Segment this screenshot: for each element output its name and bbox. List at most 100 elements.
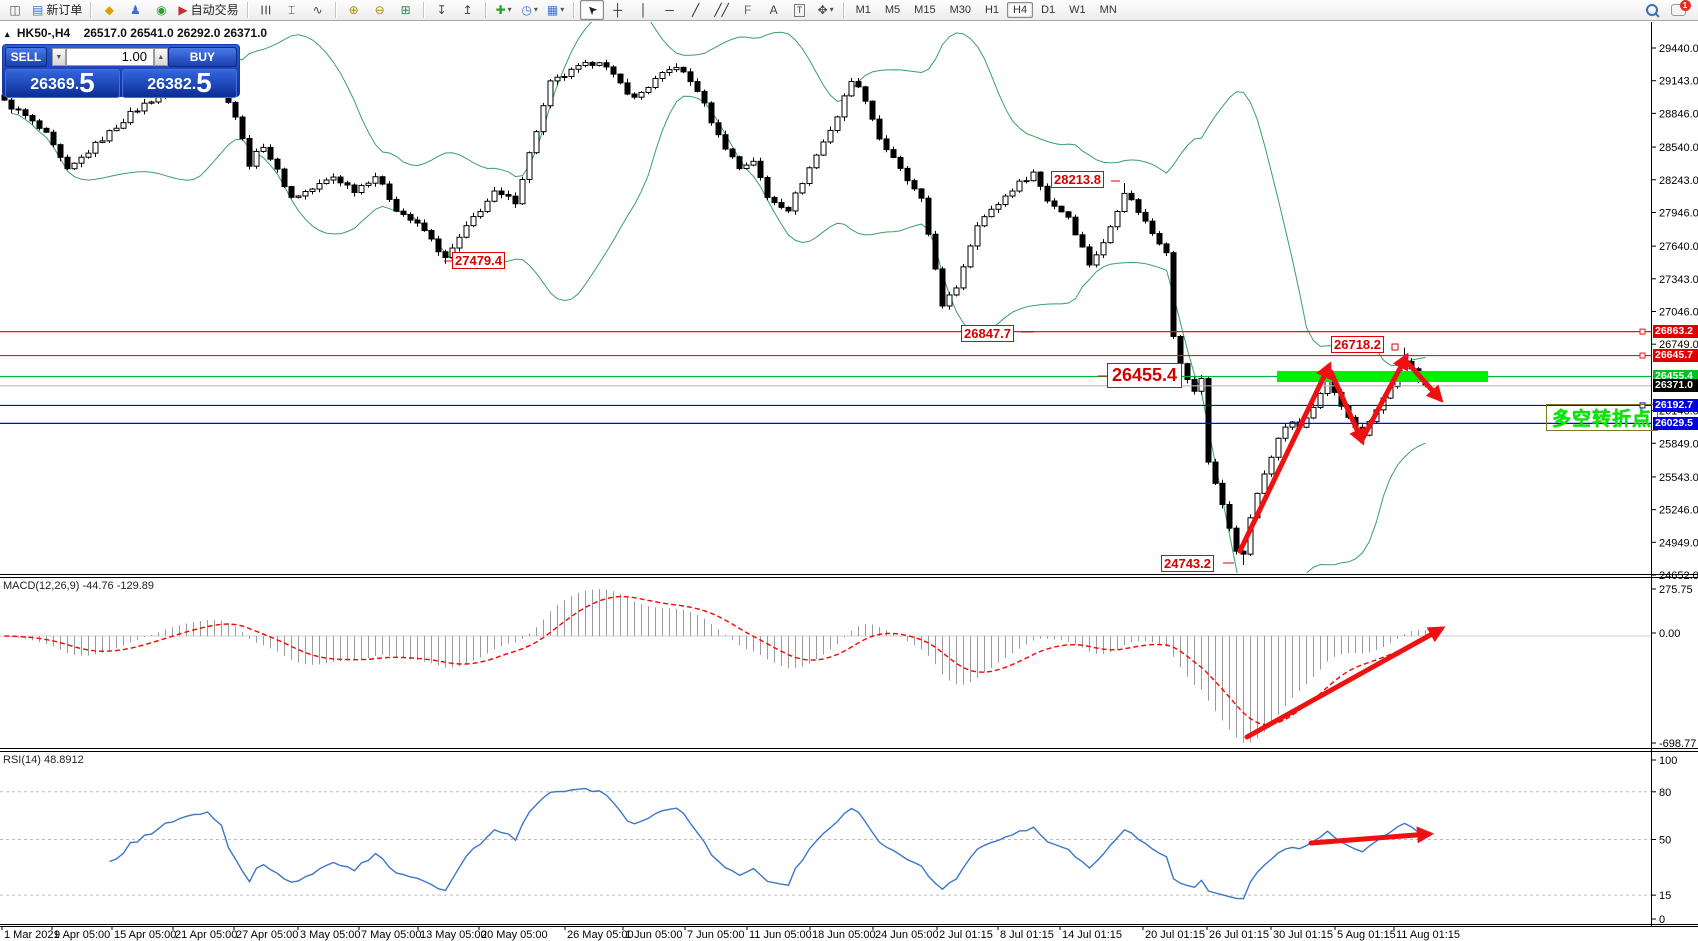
time-axis-label: 21 Apr 05:00 xyxy=(175,929,237,941)
price-callout-label[interactable]: 24743.2 xyxy=(1161,555,1214,572)
time-axis-label: 26 May 05:00 xyxy=(567,929,634,941)
line-chart-icon[interactable]: ∿ xyxy=(306,0,330,20)
bollinger-bands xyxy=(11,22,1426,573)
time-axis-label: 15 Apr 05:00 xyxy=(114,929,176,941)
text-icon[interactable]: A xyxy=(762,0,786,20)
channel-icon[interactable]: ╱╱ xyxy=(710,0,734,20)
chart-title: ▴ HK50-,H4 26517.0 26541.0 26292.0 26371… xyxy=(5,26,267,40)
sell-price-panel[interactable]: 26369. 5 xyxy=(5,69,120,98)
tf-button-H4[interactable]: H4 xyxy=(1007,2,1034,18)
rsi-label: RSI(14) 48.8912 xyxy=(3,754,84,766)
svg-text:24652.0: 24652.0 xyxy=(1659,570,1698,582)
tf-button-M30[interactable]: M30 xyxy=(949,4,971,16)
svg-text:27946.0: 27946.0 xyxy=(1659,207,1698,219)
sell-price: 26369. xyxy=(30,76,80,93)
crosshair-icon: ┼ xyxy=(613,3,622,17)
add-indicator-icon[interactable]: ✚ ▾ xyxy=(492,0,516,20)
svg-text:25849.0: 25849.0 xyxy=(1659,438,1698,450)
collapse-icon[interactable]: ▴ xyxy=(5,29,10,39)
svg-text:15: 15 xyxy=(1659,890,1671,902)
tf-button-M5[interactable]: M5 xyxy=(884,4,901,16)
crosshair-icon[interactable]: ┼ xyxy=(606,0,630,20)
zoom-in-icon[interactable]: ⊕ xyxy=(342,0,366,20)
buy-button[interactable]: BUY xyxy=(167,47,237,67)
autotrading-icon[interactable]: ▶ 自动交易 xyxy=(175,0,241,20)
trendline-icon[interactable]: ╱ xyxy=(684,0,708,20)
period-icon[interactable]: ◷ ▾ xyxy=(518,0,542,20)
indicator-window-icon[interactable]: ↧ xyxy=(430,0,454,20)
chevron-down-icon[interactable]: ▾ xyxy=(560,5,565,14)
trend-arrows xyxy=(444,180,1446,846)
indicator-list-icon: ↥ xyxy=(462,3,473,17)
chevron-down-icon[interactable]: ▾ xyxy=(533,5,538,14)
channel-icon: ╱╱ xyxy=(714,3,729,17)
time-axis-label: 8 Jul 01:15 xyxy=(1000,929,1054,941)
price-callout-label[interactable]: 28213.8 xyxy=(1051,171,1104,188)
time-axis-label: 30 Jul 01:15 xyxy=(1273,929,1333,941)
tf-button-M1[interactable]: M1 xyxy=(855,4,871,16)
svg-text:29143.0: 29143.0 xyxy=(1659,76,1698,88)
svg-text:29440.0: 29440.0 xyxy=(1659,43,1698,55)
cursor-icon: ➤ xyxy=(583,1,601,19)
history-center-icon[interactable]: ◆ xyxy=(97,0,121,20)
arrows-tool-icon[interactable]: ✥ ▾ xyxy=(814,0,838,20)
price-callout-label[interactable]: 26847.7 xyxy=(961,325,1014,342)
vertical-line-icon[interactable]: │ xyxy=(632,0,656,20)
horizontal-line-icon[interactable]: ─ xyxy=(658,0,682,20)
svg-text:27640.0: 27640.0 xyxy=(1659,241,1698,253)
note-box[interactable]: 多空转折点 xyxy=(1546,404,1658,431)
green-highlight-bar xyxy=(1277,371,1488,382)
bar-chart-icon[interactable]: ☰ xyxy=(254,0,278,20)
chevron-down-icon[interactable]: ▾ xyxy=(507,5,512,14)
toolbar-separator xyxy=(484,2,487,18)
zoom-in-icon: ⊕ xyxy=(348,3,359,17)
rsi-layer xyxy=(0,787,1651,900)
volume-up-stepper[interactable]: ▲ xyxy=(153,48,168,66)
tf-button-W1[interactable]: W1 xyxy=(1069,4,1086,16)
notifications-button[interactable]: 1 xyxy=(1666,0,1691,20)
price-callout-label[interactable]: 27479.4 xyxy=(452,252,505,269)
svg-text:275.75: 275.75 xyxy=(1659,584,1693,596)
tf-button-D1[interactable]: D1 xyxy=(1041,4,1056,16)
tf-button-M15[interactable]: M15 xyxy=(914,4,936,16)
svg-text:50: 50 xyxy=(1659,835,1671,847)
time-axis-label: 14 Jul 01:15 xyxy=(1062,929,1122,941)
time-axis-label: 1 Mar 2021 xyxy=(4,929,60,941)
signals-icon[interactable]: ◉ xyxy=(149,0,173,20)
toolbar-separator xyxy=(842,2,845,18)
candlestick-chart-icon[interactable]: ⌶ xyxy=(280,0,304,20)
time-axis-label: 18 Jun 05:00 xyxy=(812,929,876,941)
indicator-list-icon[interactable]: ↥ xyxy=(456,0,480,20)
time-axis-label: 27 Apr 05:00 xyxy=(236,929,298,941)
indicator-window-icon: ↧ xyxy=(436,3,447,17)
template-icon[interactable]: ▦ ▾ xyxy=(544,0,568,20)
price-callout-label[interactable]: 26718.2 xyxy=(1331,336,1384,353)
time-axis-label: 3 May 05:00 xyxy=(300,929,361,941)
line-chart-icon: ∿ xyxy=(312,3,323,17)
time-axis-label: 13 May 05:00 xyxy=(420,929,487,941)
new-order-icon[interactable]: ▤ 新订单 xyxy=(29,0,85,20)
tf-button-MN[interactable]: MN xyxy=(1099,4,1117,16)
volume-input[interactable]: 1.00 xyxy=(65,48,154,66)
profiles-icon[interactable]: ♟ xyxy=(123,0,147,20)
volume-down-stepper[interactable]: ▼ xyxy=(51,48,66,66)
fibonacci-icon[interactable]: F xyxy=(736,0,760,20)
tile-windows-icon[interactable]: ⊞ xyxy=(394,0,418,20)
zoom-out-icon[interactable]: ⊖ xyxy=(368,0,392,20)
toolbar-separator xyxy=(422,2,425,18)
time-axis-label: 20 Jul 01:15 xyxy=(1145,929,1205,941)
search-button[interactable] xyxy=(1640,0,1664,20)
bar-chart-icon: ☰ xyxy=(258,4,273,16)
price-callout-label[interactable]: 26455.4 xyxy=(1107,363,1183,388)
svg-text:28846.0: 28846.0 xyxy=(1659,108,1698,120)
tf-button-H1[interactable]: H1 xyxy=(984,4,1000,16)
buy-price-panel[interactable]: 26382. 5 xyxy=(122,69,237,98)
chevron-down-icon[interactable]: ▾ xyxy=(829,5,834,14)
text-label-icon[interactable]: T xyxy=(788,0,812,20)
time-axis-label: 11 Aug 01:15 xyxy=(1396,929,1460,941)
chart-window-icon[interactable]: ◫ xyxy=(3,0,27,20)
sell-button[interactable]: SELL xyxy=(5,47,47,67)
cursor-icon[interactable]: ➤ xyxy=(579,0,604,20)
time-axis-label: 20 May 05:00 xyxy=(481,929,548,941)
